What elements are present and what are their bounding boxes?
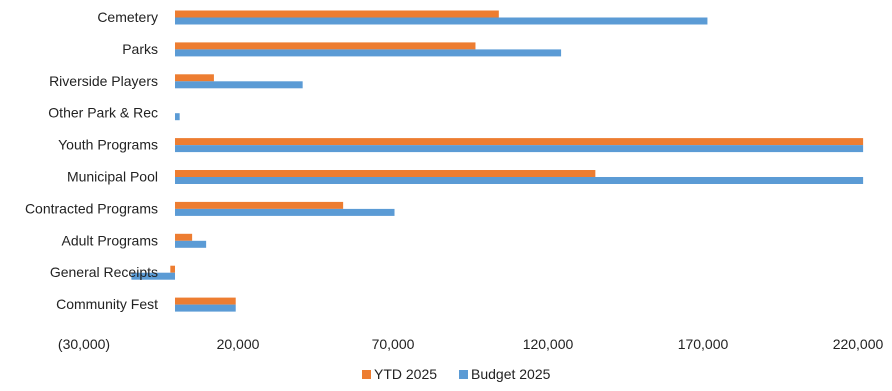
- bar-ytd-2025-riverside-players: [175, 74, 214, 82]
- bar-ytd-2025-contracted-programs: [175, 201, 344, 209]
- category-label: Adult Programs: [62, 232, 158, 248]
- legend-label-ytd-2025: YTD 2025: [374, 366, 437, 382]
- x-tick-label: 120,000: [523, 336, 574, 352]
- bar-ytd-2025-municipal-pool: [175, 170, 596, 177]
- category-label: Riverside Players: [49, 73, 158, 89]
- category-label: Youth Programs: [58, 137, 158, 153]
- x-tick-label: (30,000): [58, 336, 110, 352]
- category-labels: Cemetery Parks Riverside Players Other Park…: [25, 9, 158, 312]
- bar-budget-2025-community-fest: [175, 304, 236, 312]
- bar-ytd-2025-community-fest: [175, 297, 236, 305]
- category-label: Contracted Programs: [25, 200, 158, 216]
- bar-budget-2025-youth-programs: [175, 145, 864, 153]
- x-tick-label: 220,000: [833, 336, 884, 352]
- x-tick-label: 70,000: [372, 336, 415, 352]
- bar-budget-2025-municipal-pool: [175, 177, 864, 184]
- x-tick-label: 170,000: [678, 336, 729, 352]
- x-tick-label: 20,000: [217, 336, 260, 352]
- legend-label-budget-2025: Budget 2025: [471, 366, 551, 382]
- bar-ytd-2025-adult-programs: [175, 233, 193, 241]
- bar-budget-2025-adult-programs: [175, 240, 207, 248]
- bar-ytd-2025-youth-programs: [175, 138, 864, 146]
- bar-budget-2025-other-park-rec: [175, 113, 180, 121]
- bar-budget-2025-riverside-players: [175, 81, 303, 89]
- bar-budget-2025-parks: [175, 49, 562, 57]
- category-label: Community Fest: [56, 296, 158, 312]
- legend-swatch-ytd-2025: [362, 370, 371, 379]
- category-label: Parks: [122, 41, 158, 57]
- bar-budget-2025-cemetery: [175, 17, 708, 25]
- bars-layer: [131, 10, 864, 312]
- bar-ytd-2025-general-receipts: [170, 265, 175, 273]
- bar-budget-2025-general-receipts: [131, 272, 175, 280]
- category-label: General Receipts: [50, 264, 158, 280]
- legend-swatch-budget-2025: [459, 370, 468, 379]
- x-axis-tick-labels: (30,000) 20,000 70,000 120,000 170,000 220,00…: [58, 336, 884, 352]
- category-label: Municipal Pool: [67, 169, 158, 185]
- category-label: Other Park & Rec: [48, 105, 158, 121]
- bar-ytd-2025-cemetery: [175, 10, 499, 18]
- legend: YTD 2025 Budget 2025: [362, 366, 551, 382]
- category-label: Cemetery: [97, 9, 158, 25]
- bar-ytd-2025-parks: [175, 42, 476, 50]
- bar-budget-2025-contracted-programs: [175, 208, 395, 216]
